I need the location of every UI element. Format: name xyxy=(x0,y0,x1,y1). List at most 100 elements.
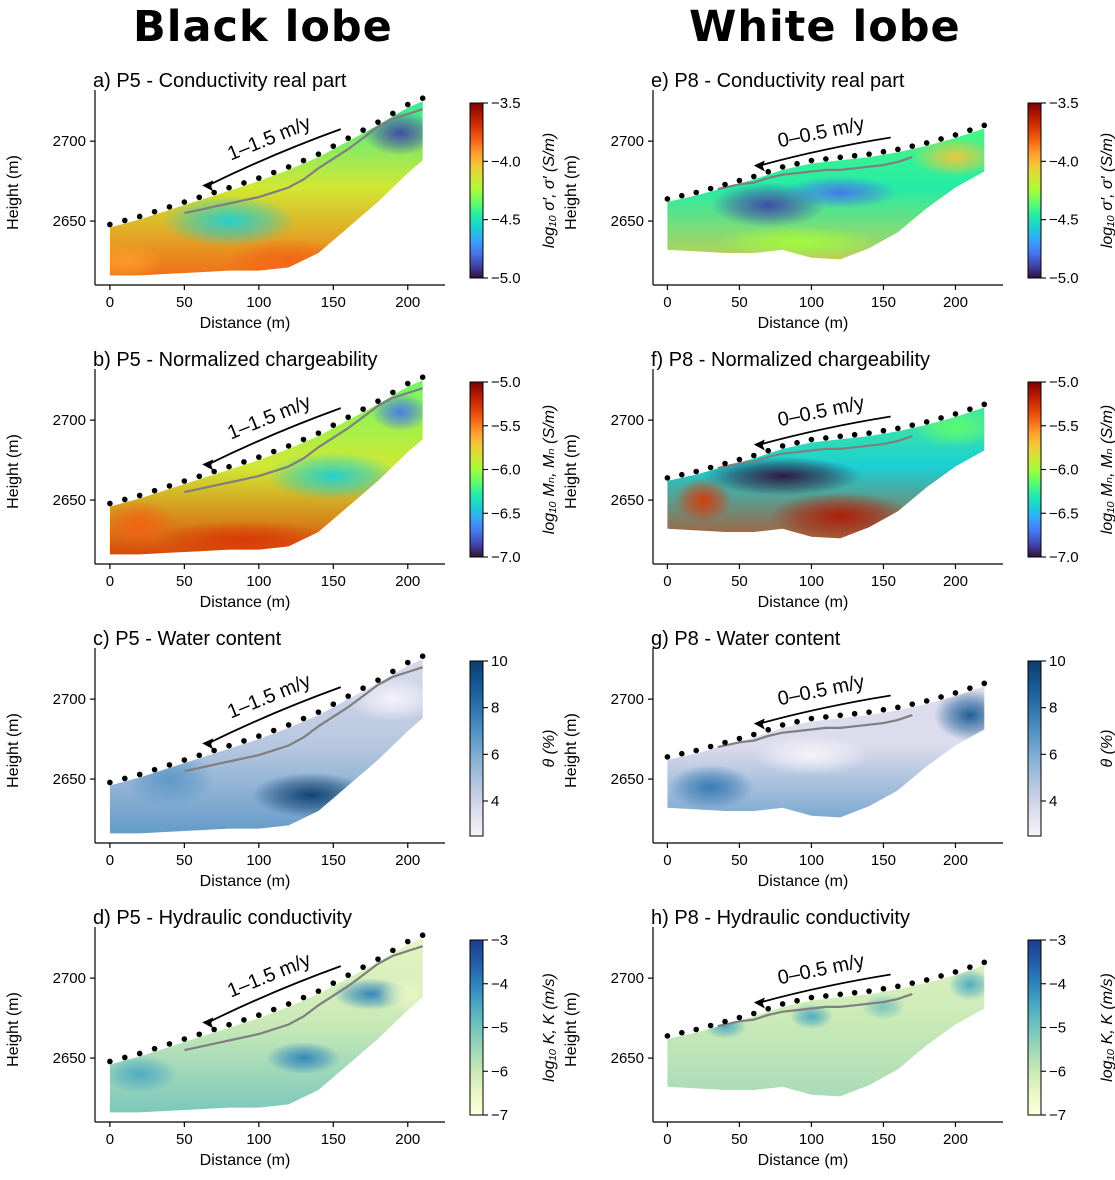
electrode-marker xyxy=(390,110,396,117)
electrode-marker xyxy=(851,989,858,996)
electrode-marker xyxy=(121,775,128,782)
displacement-arrow xyxy=(207,407,342,466)
displacement-arrow xyxy=(207,128,342,187)
colorbar-tick-label: −6 xyxy=(491,1063,508,1080)
electrode-marker xyxy=(256,175,262,181)
x-tick-label: 200 xyxy=(943,573,968,590)
colorbar xyxy=(469,660,484,837)
electrode-marker xyxy=(880,706,887,713)
electrode-marker xyxy=(330,980,337,986)
x-tick-label: 50 xyxy=(176,573,193,590)
electrode-marker xyxy=(794,997,800,1004)
chart-panel-h: 0 50 100 150 200 2650 2700 Distance (m) Height (… xyxy=(558,905,1115,1180)
chart-panel-d: 0 50 100 150 200 2650 2700 Distance (m) Height (… xyxy=(0,905,558,1180)
x-tick-label: 100 xyxy=(799,1131,824,1148)
electrode-marker xyxy=(181,1036,188,1042)
electrode-marker xyxy=(330,701,337,707)
electrode-marker xyxy=(938,973,944,979)
field-anomaly xyxy=(370,392,423,432)
field-anomaly xyxy=(948,968,985,1001)
x-tick-label: 150 xyxy=(871,294,896,311)
colorbar-tick-label: −4 xyxy=(491,976,508,993)
y-axis-label: Height (m) xyxy=(5,713,22,788)
electrode-marker xyxy=(107,1058,113,1065)
electrode-marker xyxy=(419,374,426,380)
field-anomaly xyxy=(377,974,423,1014)
y-axis-label: Height (m) xyxy=(563,992,580,1067)
electrode-marker xyxy=(938,694,944,700)
x-tick-label: 200 xyxy=(943,294,968,311)
electrode-marker xyxy=(196,194,203,201)
chart-panel-g: 0 50 100 150 200 2650 2700 Distance (m) Height (… xyxy=(558,626,1115,901)
electrode-marker xyxy=(664,1033,671,1039)
electrode-marker xyxy=(166,762,173,768)
electrode-marker xyxy=(722,181,728,188)
colorbar-tick-label: −6.5 xyxy=(491,505,521,522)
x-tick-label: 100 xyxy=(246,852,271,869)
electrode-marker xyxy=(765,726,772,733)
colorbar xyxy=(469,939,484,1116)
rate-label: 0–0.5 m/y xyxy=(776,950,866,989)
electrode-marker xyxy=(909,143,916,149)
electrode-marker xyxy=(779,164,786,170)
electrode-marker xyxy=(981,122,988,129)
colorbar-tick-label: 6 xyxy=(491,746,499,763)
field-anomaly xyxy=(912,137,985,177)
electrode-marker xyxy=(866,430,872,436)
electrode-marker xyxy=(285,1001,292,1007)
colorbar-label: θ (%) xyxy=(541,729,558,767)
field-anomaly xyxy=(667,764,754,810)
electrode-marker xyxy=(664,475,671,481)
electrode-marker xyxy=(270,727,277,734)
electrode-marker xyxy=(330,143,337,149)
colorbar-tick-label: −4.0 xyxy=(1049,153,1079,170)
y-tick-label: 2650 xyxy=(611,1050,644,1067)
electrode-marker xyxy=(270,448,277,455)
electrode-marker xyxy=(419,932,426,938)
x-tick-label: 50 xyxy=(731,1131,748,1148)
colorbar-tick-label: 8 xyxy=(1049,700,1057,717)
electrode-marker xyxy=(226,184,232,191)
x-tick-label: 150 xyxy=(321,573,346,590)
panel-title: d) P5 - Hydraulic conductivity xyxy=(93,907,352,929)
colorbar-tick-label: −6 xyxy=(1049,1063,1066,1080)
x-tick-label: 50 xyxy=(176,294,193,311)
electrode-marker xyxy=(866,709,872,715)
x-tick-label: 50 xyxy=(731,294,748,311)
chart-svg-c: 0 50 100 150 200 2650 2700 Distance (m) Height (… xyxy=(5,628,558,890)
y-tick-label: 2650 xyxy=(53,1050,86,1067)
electrode-marker xyxy=(181,478,188,484)
field-anomaly xyxy=(933,689,985,741)
panel-title: g) P8 - Water content xyxy=(651,628,841,650)
column-title-black-lobe: Black lobe xyxy=(133,2,393,52)
electrode-marker xyxy=(880,985,887,992)
field-anomaly xyxy=(162,195,297,247)
panel-title: h) P8 - Hydraulic conductivity xyxy=(651,907,910,929)
electrode-marker xyxy=(121,217,128,224)
electrode-marker xyxy=(404,380,411,387)
electrode-marker xyxy=(136,771,143,778)
electrode-marker xyxy=(404,659,411,666)
displacement-arrow xyxy=(207,965,342,1024)
electrode-marker xyxy=(952,411,959,417)
y-tick-label: 2700 xyxy=(611,412,644,429)
electrode-marker xyxy=(722,739,728,746)
electrode-marker xyxy=(952,969,959,975)
x-tick-label: 0 xyxy=(663,1131,671,1148)
x-tick-label: 200 xyxy=(395,852,420,869)
colorbar xyxy=(469,102,484,279)
electrode-marker xyxy=(136,1050,143,1057)
y-tick-label: 2650 xyxy=(611,492,644,509)
electrode-marker xyxy=(823,156,829,162)
x-tick-label: 0 xyxy=(106,294,114,311)
colorbar xyxy=(1027,660,1042,837)
colorbar-tick-label: 4 xyxy=(1049,793,1057,810)
field-anomaly xyxy=(109,500,177,549)
y-tick-label: 2650 xyxy=(611,771,644,788)
y-tick-label: 2700 xyxy=(53,970,86,987)
field-anomaly xyxy=(348,676,423,722)
electrode-marker xyxy=(211,1026,217,1033)
sliding-surface-line xyxy=(717,993,913,1028)
electrode-marker xyxy=(722,460,728,467)
sliding-surface-line xyxy=(717,714,913,749)
